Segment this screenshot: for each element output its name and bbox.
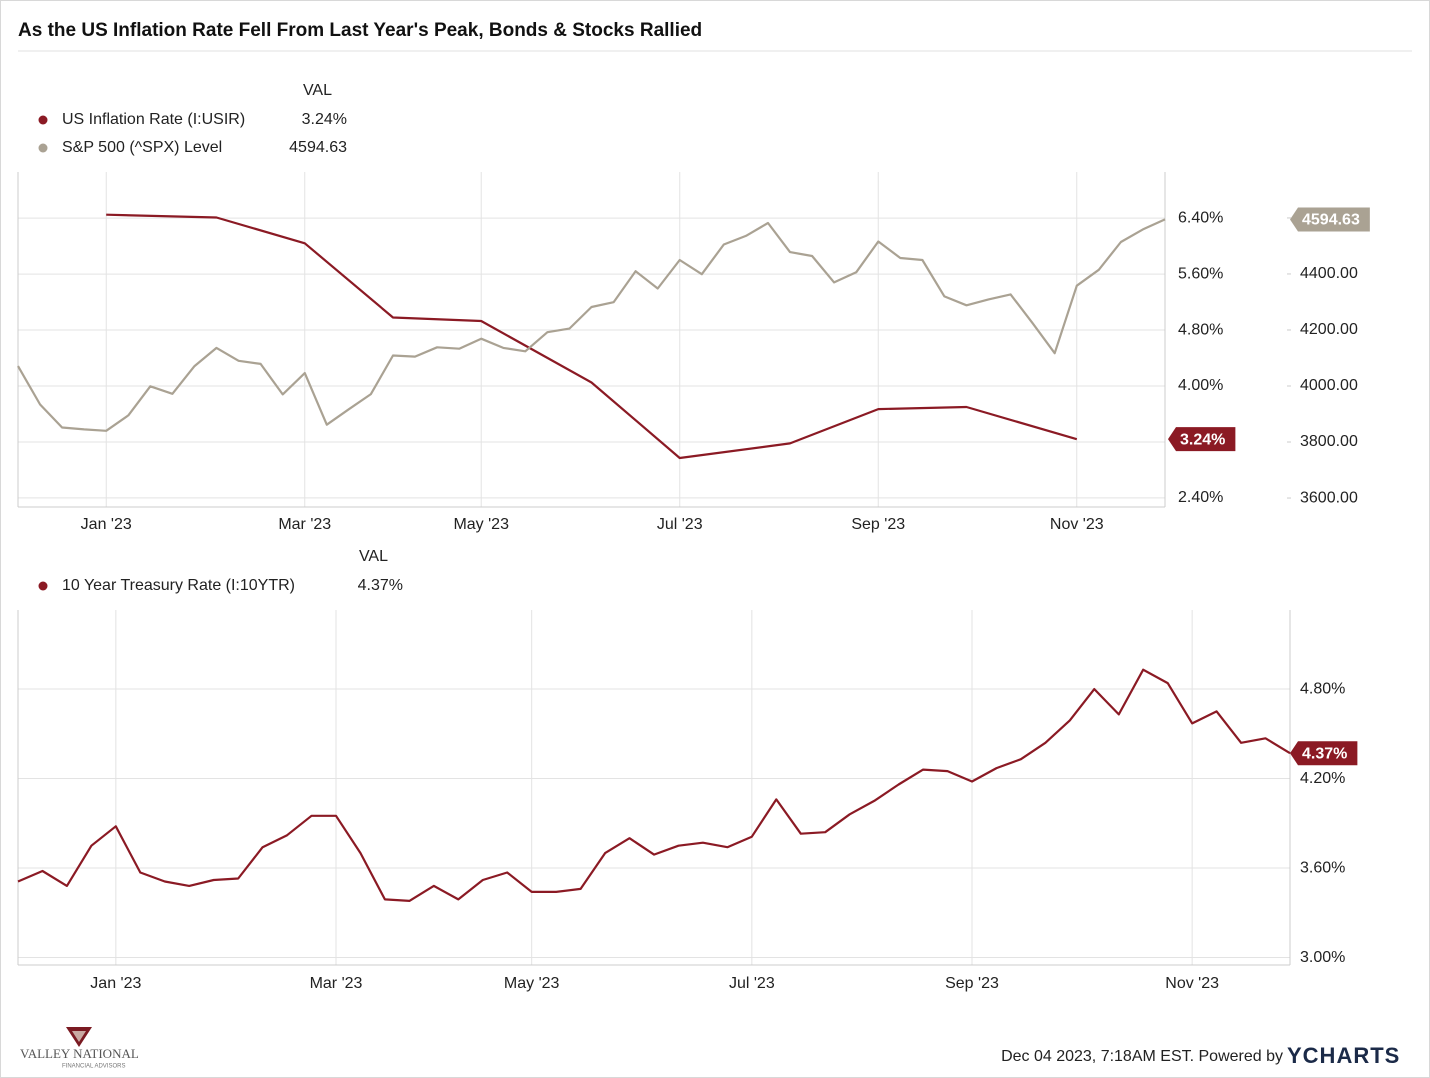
y-tick-label: 5.60%	[1178, 265, 1223, 282]
end-tag	[1290, 741, 1358, 766]
legend-value: 4594.63	[289, 139, 347, 156]
y2-tick-label: 4200.00	[1300, 321, 1358, 338]
x-tick-label: May '23	[504, 975, 560, 992]
y-tick-label: 4.00%	[1178, 377, 1223, 394]
timestamp: Dec 04 2023, 7:18AM EST. Powered by	[1001, 1048, 1283, 1065]
x-tick-label: Nov '23	[1050, 516, 1104, 533]
x-tick-label: May '23	[453, 516, 509, 533]
x-tick-label: Sep '23	[945, 975, 999, 992]
legend-label: S&P 500 (^SPX) Level	[62, 139, 222, 156]
legend-marker	[38, 143, 48, 153]
logo-mark	[72, 1031, 86, 1042]
legend-header: VAL	[303, 82, 332, 99]
y-tick-label: 2.40%	[1178, 489, 1223, 506]
series-line	[17, 668, 1291, 902]
legend-value: 4.37%	[358, 577, 403, 594]
end-tag-label: 4.37%	[1302, 745, 1347, 762]
y-tick-label: 4.20%	[1300, 770, 1345, 787]
y2-tick-label: 4000.00	[1300, 377, 1358, 394]
y-tick-label: 6.40%	[1178, 209, 1223, 226]
x-tick-label: Mar '23	[278, 516, 331, 533]
legend-marker	[38, 115, 48, 125]
legend-value: 3.24%	[302, 111, 347, 128]
x-tick-label: Nov '23	[1165, 975, 1219, 992]
end-tag-label: 3.24%	[1180, 431, 1225, 448]
legend-header: VAL	[359, 548, 388, 565]
page-title: As the US Inflation Rate Fell From Last …	[18, 20, 702, 41]
logo: VALLEY NATIONAL FINANCIAL ADVISORS	[20, 1027, 139, 1070]
legend-label: 10 Year Treasury Rate (I:10YTR)	[62, 577, 295, 594]
series-line	[106, 213, 1078, 460]
series-line	[17, 218, 1166, 432]
end-tag	[1290, 207, 1370, 232]
legend-label: US Inflation Rate (I:USIR)	[62, 111, 245, 128]
y2-tick-label: 4400.00	[1300, 265, 1358, 282]
y-tick-label: 4.80%	[1178, 321, 1223, 338]
end-tag-label: 4594.63	[1302, 212, 1360, 229]
x-tick-label: Jul '23	[729, 975, 775, 992]
y2-tick-label: 3600.00	[1300, 489, 1358, 506]
y-tick-label: 3.60%	[1300, 859, 1345, 876]
y2-tick-label: 3800.00	[1300, 433, 1358, 450]
brand: YCHARTS	[1287, 1043, 1400, 1068]
end-tag	[1168, 427, 1236, 452]
x-tick-label: Mar '23	[310, 975, 363, 992]
logo-subtext: FINANCIAL ADVISORS	[62, 1064, 125, 1070]
y-tick-label: 4.80%	[1300, 680, 1345, 697]
legend-marker	[38, 581, 48, 591]
x-tick-label: Jul '23	[657, 516, 703, 533]
x-tick-label: Jan '23	[81, 516, 132, 533]
x-tick-label: Sep '23	[851, 516, 905, 533]
logo-text: VALLEY NATIONAL	[20, 1046, 139, 1061]
x-tick-label: Jan '23	[90, 975, 141, 992]
y-tick-label: 3.00%	[1300, 949, 1345, 966]
